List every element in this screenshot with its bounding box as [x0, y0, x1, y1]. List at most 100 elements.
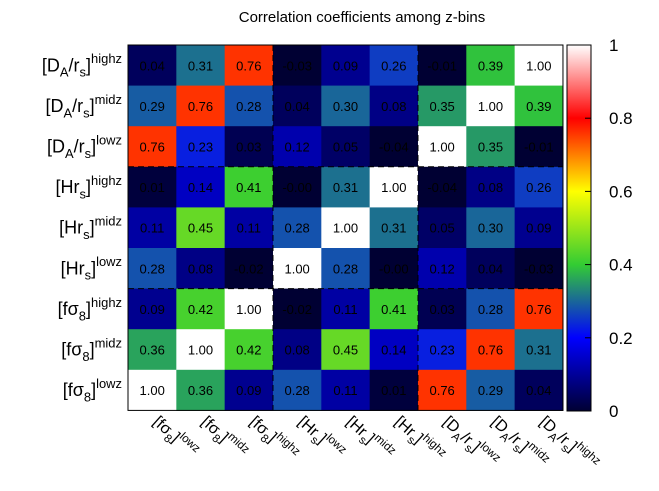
heatmap-cell — [514, 85, 564, 127]
heatmap-cell — [128, 288, 177, 330]
cell-value-label: -0.03 — [282, 58, 312, 73]
cell-value-label: 0.30 — [478, 221, 503, 236]
heatmap-cells — [128, 45, 564, 411]
cell-value-label: 0.76 — [188, 99, 213, 114]
column-labels: [fσ8]lowz[fσ8]midz[fσ8]highz[Hrs]lowz[Hr… — [150, 411, 603, 467]
heatmap-cell — [514, 45, 564, 87]
heatmap-cell — [128, 85, 177, 127]
heatmap-cell — [369, 207, 419, 249]
cell-value-label: 0.11 — [237, 221, 261, 236]
cell-value-label: 0.28 — [284, 383, 309, 398]
cell-value-label: -0.03 — [524, 261, 554, 276]
cell-value-label: 0.42 — [236, 343, 261, 358]
cell-value-label: 0.09 — [236, 383, 261, 398]
cell-value-label: 0.28 — [236, 99, 261, 114]
cell-value-label: 0.35 — [429, 99, 454, 114]
cell-value-label: 0.42 — [188, 302, 213, 317]
heatmap-cell — [128, 207, 177, 249]
cell-value-label: 0.28 — [140, 261, 165, 276]
cell-value-label: 0.45 — [188, 221, 213, 236]
heatmap-cell — [224, 369, 274, 411]
cell-value-label: 0.09 — [333, 58, 358, 73]
cell-value-label: 0.28 — [478, 302, 503, 317]
cell-value-label: 0.23 — [188, 140, 213, 155]
colorbar-gradient — [566, 44, 592, 412]
cell-value-label: 0.11 — [333, 383, 357, 398]
cell-value-label: 0.08 — [478, 180, 503, 195]
row-label: [Hrs]lowz — [61, 254, 122, 283]
heatmap-cell — [369, 248, 419, 290]
cell-value-label: 0.28 — [333, 261, 358, 276]
column-label-group: [fσ8]lowz — [150, 413, 203, 455]
heatmap-cell — [417, 45, 467, 87]
heatmap-cell — [417, 126, 467, 168]
cell-value-label: 0.12 — [429, 261, 454, 276]
heatmap-cell — [466, 369, 516, 411]
heatmap-cell — [176, 85, 226, 127]
cell-value-label: 0.39 — [478, 58, 503, 73]
row-label: [Hrs]midz — [59, 214, 122, 243]
cell-value-label: 0.14 — [188, 180, 213, 195]
cell-value-label: 0.11 — [140, 221, 164, 236]
heatmap-cell — [176, 166, 226, 208]
heatmap-cell — [321, 369, 371, 411]
heatmap-cell — [514, 166, 564, 208]
heatmap-cell — [176, 288, 226, 330]
heatmap-cell — [272, 126, 322, 168]
heatmap-cell — [369, 45, 419, 87]
column-label: [Hrs]midz — [340, 411, 398, 466]
heatmap-cell — [176, 329, 226, 371]
heatmap-cell — [272, 369, 322, 411]
cell-value-label: 0.04 — [478, 261, 503, 276]
row-label: [DA/rs]highz — [42, 51, 122, 80]
cell-value-label: -0.00 — [282, 180, 312, 195]
colorbar: 0 0.2 0.4 0.6 0.8 1 — [566, 36, 633, 421]
cell-value-label: 0.29 — [140, 99, 165, 114]
cell-value-label: -0.04 — [427, 180, 457, 195]
column-label-group: [fσ8]highz — [246, 413, 302, 458]
cell-value-label: 0.08 — [284, 343, 309, 358]
heatmap-cell — [321, 207, 371, 249]
row-label: [fσ8]lowz — [63, 376, 122, 405]
heatmap-cell — [466, 85, 516, 127]
heatmap-cell — [128, 126, 177, 168]
cell-value-label: 0.36 — [188, 383, 213, 398]
cell-value-label: 0.05 — [333, 140, 358, 155]
cell-value-label: 0.26 — [526, 180, 551, 195]
cell-value-label: 0.05 — [429, 221, 454, 236]
cell-value-label: 0.76 — [140, 140, 165, 155]
heatmap-cell — [272, 288, 322, 330]
colorbar-tick-label: 0 — [609, 402, 618, 421]
heatmap-cell — [176, 45, 226, 87]
cell-value-label: 1.00 — [526, 58, 551, 73]
heatmap-cell — [128, 329, 177, 371]
heatmap-cell — [369, 369, 419, 411]
heatmap-cell — [128, 248, 177, 290]
cell-value-label: 1.00 — [236, 302, 261, 317]
heatmap-cell — [224, 166, 274, 208]
heatmap-cell — [417, 166, 467, 208]
cell-value-label: -0.04 — [379, 140, 409, 155]
heatmap-cell — [417, 329, 467, 371]
heatmap-cell — [417, 207, 467, 249]
row-label: [DA/rs]midz — [46, 92, 123, 121]
cell-value-label: 0.30 — [333, 99, 358, 114]
heatmap-cell — [321, 166, 371, 208]
heatmap-cell — [272, 207, 322, 249]
cell-value-label: 0.11 — [333, 302, 357, 317]
cell-value-label: 0.03 — [236, 140, 261, 155]
heatmap-cell — [514, 288, 564, 330]
heatmap-cell — [369, 85, 419, 127]
heatmap-cell — [514, 329, 564, 371]
cell-value-label: -0.01 — [427, 58, 457, 73]
cell-value-label: 1.00 — [140, 383, 165, 398]
cell-value-label: 0.08 — [381, 99, 406, 114]
cell-value-label: 0.31 — [333, 180, 358, 195]
cell-value-label: 0.31 — [188, 58, 213, 73]
cell-value-label: -0.00 — [379, 261, 409, 276]
cell-value-label: 0.09 — [140, 302, 165, 317]
colorbar-tick-label: 1 — [609, 36, 618, 55]
cell-value-label: 0.28 — [284, 221, 309, 236]
chart-title: Correlation coefficients among z-bins — [239, 9, 486, 26]
